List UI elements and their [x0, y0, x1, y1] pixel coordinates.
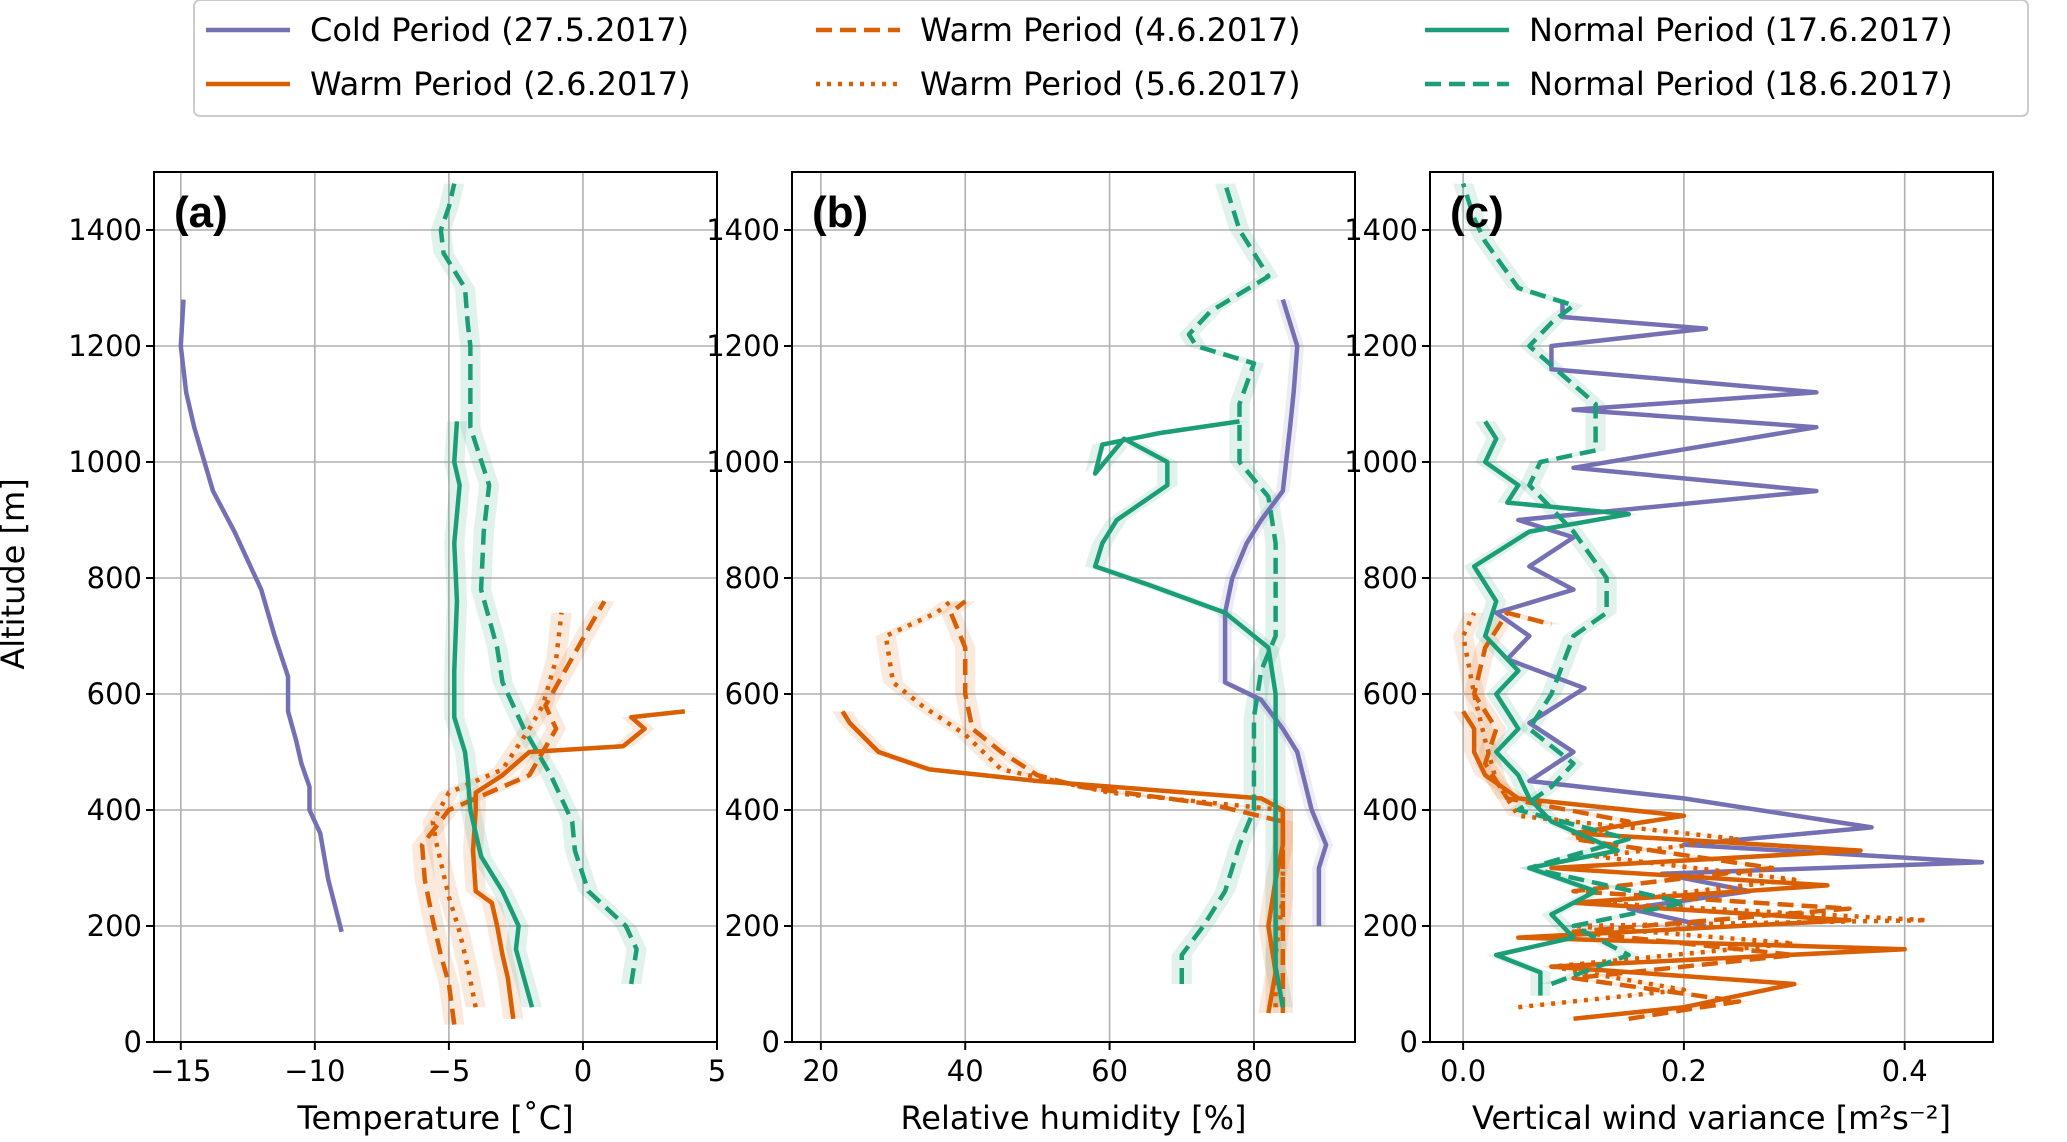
- x-axis-label: Relative humidity [%]: [900, 1099, 1246, 1137]
- legend-item: Normal Period (18.6.2017): [1425, 65, 1953, 103]
- series-band: [430, 183, 647, 985]
- y-tick-label: 200: [725, 909, 780, 943]
- plot-area: [178, 183, 695, 1025]
- y-tick-label: 200: [1363, 909, 1418, 943]
- x-tick-label: 0.4: [1882, 1054, 1928, 1088]
- series-line: [948, 599, 1286, 1013]
- series-band: [940, 601, 1293, 1013]
- axes-frame: [153, 171, 718, 1043]
- x-tick-label: −10: [284, 1054, 345, 1088]
- series-line: [419, 600, 607, 1025]
- y-tick-label: 0: [762, 1025, 780, 1059]
- panel-label: (a): [174, 188, 228, 237]
- legend-label: Warm Period (5.6.2017): [920, 65, 1301, 103]
- y-tick-label: 400: [87, 793, 142, 827]
- x-tick-label: 40: [947, 1054, 984, 1088]
- series-band: [1464, 421, 1639, 996]
- legend-item: Warm Period (5.6.2017): [816, 65, 1301, 103]
- series-band: [1171, 183, 1286, 985]
- y-tick-label: 800: [725, 561, 780, 595]
- series-line: [1092, 419, 1286, 1008]
- legend-item: Normal Period (17.6.2017): [1425, 11, 1953, 49]
- series-band: [832, 711, 1293, 1013]
- legend-item: Warm Period (2.6.2017): [206, 65, 691, 103]
- grid: [792, 172, 1355, 1043]
- panel-label: (c): [1450, 188, 1504, 237]
- x-tick-label: 20: [802, 1054, 839, 1088]
- y-tick-label: 200: [87, 909, 142, 943]
- panel-label: (b): [812, 188, 868, 237]
- series-band: [422, 612, 572, 1008]
- x-tick-label: 60: [1091, 1054, 1128, 1088]
- y-tick-label: 600: [725, 677, 780, 711]
- y-axis-label: Altitude [m]: [0, 478, 32, 669]
- x-tick-label: −5: [428, 1054, 471, 1088]
- legend-item: Warm Period (4.6.2017): [816, 11, 1301, 49]
- x-tick-label: 0.2: [1661, 1054, 1707, 1088]
- x-tick-label: 5: [708, 1054, 726, 1088]
- panel-c: 0.0 0.2 0.4 0 200 400 600 800 1000 1200 1400 (c) Ver…: [1344, 171, 1994, 1137]
- x-tick-label: 80: [1235, 1054, 1272, 1088]
- series-line: [840, 710, 1286, 1014]
- y-tick-label: 1400: [1344, 213, 1418, 247]
- y-tick-label: 600: [1363, 677, 1418, 711]
- series-band: [411, 601, 615, 1025]
- axes-frame: [1429, 171, 1994, 1043]
- x-tick-label: 0: [574, 1054, 592, 1088]
- plot-area: [832, 182, 1333, 1014]
- series-band: [444, 421, 543, 1008]
- series-band: [1218, 299, 1333, 927]
- y-tick-label: 800: [87, 561, 142, 595]
- panel-a: −15 −10 −5 0 5 0 200 400 600 800 1000 1200 1400 (a) Te…: [68, 171, 726, 1137]
- legend-label: Warm Period (2.6.2017): [310, 65, 691, 103]
- legend-label: Cold Period (27.5.2017): [310, 11, 689, 49]
- y-tick-label: 1000: [1344, 445, 1418, 479]
- y-tick-label: 600: [87, 677, 142, 711]
- legend-label: Normal Period (18.6.2017): [1529, 65, 1953, 103]
- y-tick-label: 0: [124, 1025, 142, 1059]
- series-line: [1471, 610, 1852, 1022]
- y-tick-label: 1400: [68, 213, 142, 247]
- y-tick-label: 1200: [1344, 329, 1418, 363]
- series-line: [1460, 182, 1687, 987]
- plot-area: [1452, 182, 1985, 1022]
- y-tick-label: 1000: [68, 445, 142, 479]
- y-tick-label: 1000: [706, 445, 780, 479]
- series-line: [178, 299, 344, 933]
- legend-label: Normal Period (17.6.2017): [1529, 11, 1953, 49]
- y-tick-label: 400: [725, 793, 780, 827]
- legend-box: [193, 0, 2029, 117]
- y-tick-label: 1200: [68, 329, 142, 363]
- legend-item: Cold Period (27.5.2017): [206, 11, 689, 49]
- x-axis-label: Temperature [˚C]: [296, 1099, 573, 1137]
- legend-label: Warm Period (4.6.2017): [920, 11, 1301, 49]
- x-axis-label: Vertical wind variance [m²s⁻²]: [1472, 1099, 1951, 1137]
- x-tick-label: −15: [150, 1054, 211, 1088]
- y-tick-label: 400: [1363, 793, 1418, 827]
- series-line: [1460, 611, 1930, 1010]
- y-tick-label: 1200: [706, 329, 780, 363]
- y-tick-label: 800: [1363, 561, 1418, 595]
- axes-frame: [791, 171, 1356, 1043]
- series-line: [452, 421, 535, 1008]
- x-tick-label: 0.0: [1440, 1054, 1486, 1088]
- y-tick-label: 1400: [706, 213, 780, 247]
- y-tick-label: 0: [1400, 1025, 1418, 1059]
- legend: Cold Period (27.5.2017) Warm Period (2.6.…: [193, 0, 2029, 117]
